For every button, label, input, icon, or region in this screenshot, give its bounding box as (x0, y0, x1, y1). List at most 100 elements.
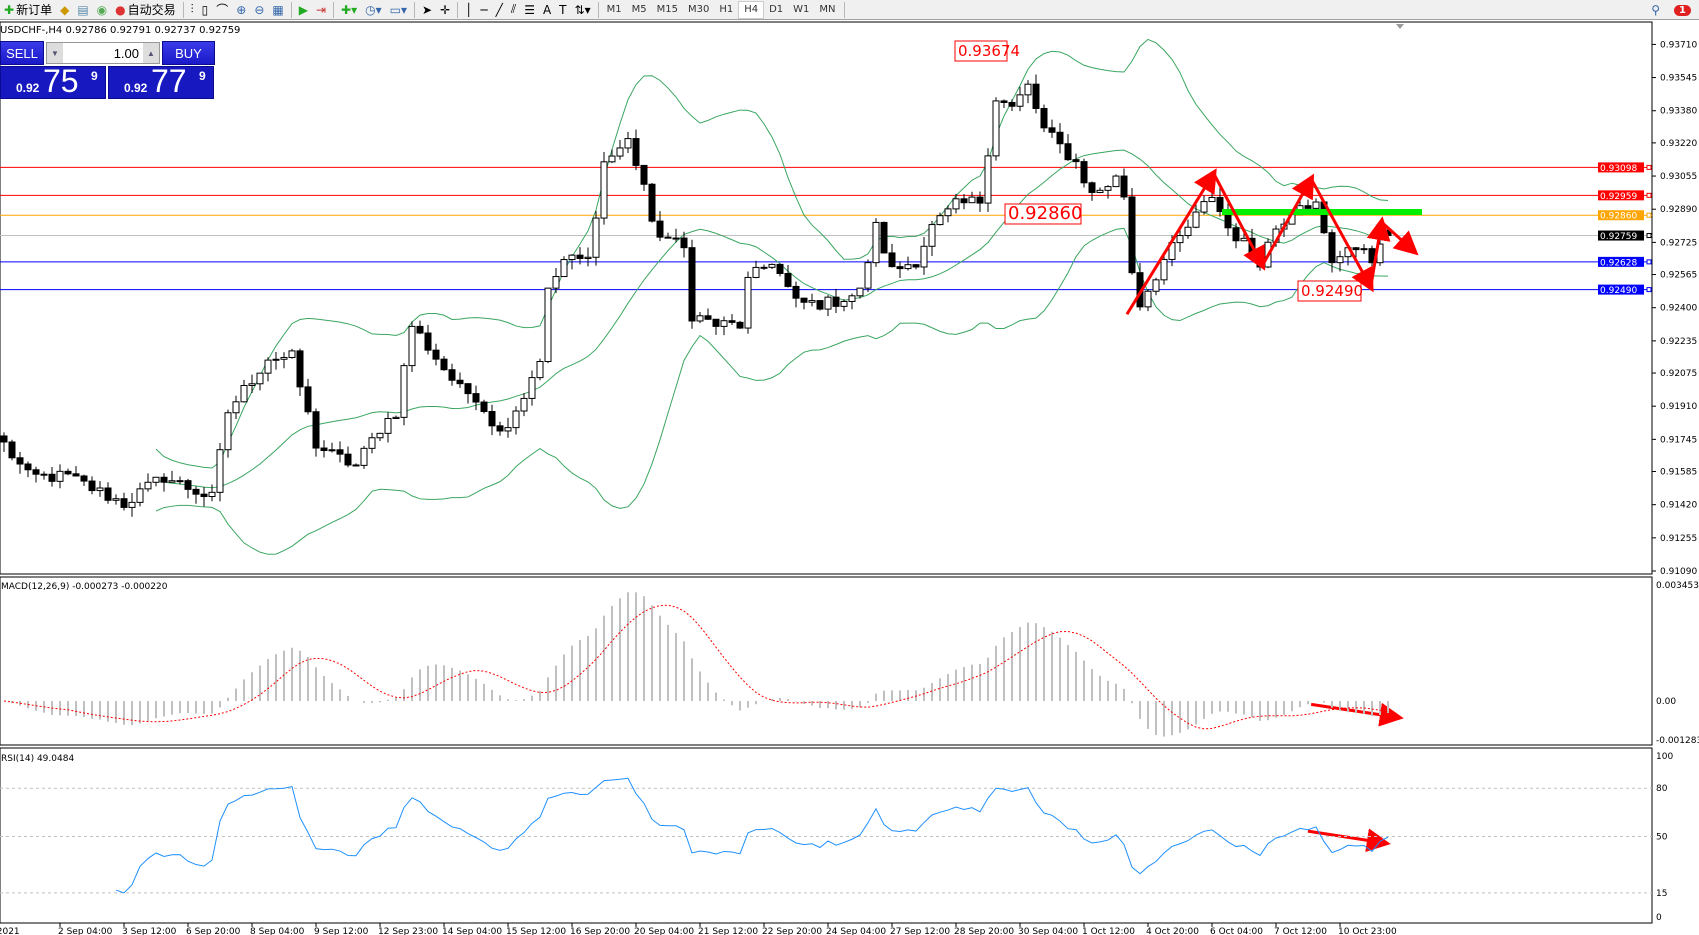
timeframe-m1[interactable]: M1 (606, 4, 622, 15)
zoom-in-button[interactable]: ⊕ (232, 1, 250, 19)
candle-body (1232, 227, 1240, 242)
line-chart-button[interactable]: ⌒ (212, 1, 232, 19)
candle-body (480, 401, 488, 412)
candle (1336, 250, 1344, 272)
history-button[interactable]: ◆ (56, 1, 73, 19)
candle-body (648, 183, 656, 222)
timeframe-h1[interactable]: H1 (719, 4, 734, 15)
candle (848, 293, 856, 310)
candle-body (1360, 248, 1368, 251)
sell-button[interactable]: SELL (0, 41, 44, 65)
text-button[interactable]: A (539, 1, 555, 19)
candle-body (608, 155, 616, 163)
auto-trading-button[interactable]: ● 自动交易 (115, 2, 176, 18)
search-icon[interactable]: ⚲ (1651, 3, 1661, 17)
candle (96, 480, 104, 497)
timeframe-d1[interactable]: D1 (769, 4, 784, 15)
candle-chart-button[interactable]: ▯ (198, 1, 213, 19)
lot-size-value[interactable]: 1.00 (113, 45, 139, 61)
timeframe-m30[interactable]: M30 (687, 4, 710, 15)
candle-body (968, 196, 976, 204)
candle-body (280, 356, 288, 360)
candle-body (192, 488, 200, 495)
candle-body (872, 221, 880, 264)
candle (328, 442, 336, 453)
tile-windows-button[interactable]: ▦ (268, 1, 287, 19)
candle (768, 263, 776, 270)
chart-shift-button[interactable]: ⇥ (312, 1, 330, 19)
candle (344, 446, 352, 468)
crosshair-button[interactable]: ✛ (436, 1, 454, 19)
ask-quote[interactable]: 0.92 77 9 (108, 63, 214, 99)
timeframe-h4[interactable]: H4 (738, 0, 765, 19)
candle-body (1064, 143, 1072, 161)
timeframe-m15[interactable]: M15 (656, 4, 678, 15)
separator (182, 1, 184, 18)
vertical-line-icon: │ (465, 2, 473, 17)
candle-body (400, 365, 408, 418)
candle (160, 473, 168, 492)
auto-scroll-button[interactable]: ▶ (295, 1, 312, 19)
candle (456, 372, 464, 388)
candle (824, 295, 832, 317)
cursor-button[interactable]: ➤ (418, 1, 436, 19)
candle (496, 421, 504, 436)
candle (1056, 123, 1064, 154)
channel-button[interactable]: ⫽ (507, 1, 520, 19)
notifications-badge[interactable]: 1 (1674, 4, 1691, 16)
price-line-tag-label: 0.92860 (1600, 212, 1637, 222)
candle-body (504, 427, 512, 432)
candle-body (720, 320, 728, 327)
buy-button[interactable]: BUY (162, 41, 215, 65)
horizontal-line-button[interactable]: ─ (476, 1, 491, 19)
price-line-tag-label: 0.93098 (1600, 164, 1637, 174)
terminal-button[interactable]: ▤ (73, 1, 92, 19)
timeframe-w1[interactable]: W1 (793, 4, 810, 15)
vertical-line-button[interactable]: │ (461, 1, 476, 19)
price-axis-label: 0.91090 (1660, 567, 1697, 577)
text-label-button[interactable]: T (555, 1, 570, 19)
candle-body (200, 493, 208, 498)
signals-button[interactable]: ◉ (93, 1, 111, 19)
candle-body (24, 463, 32, 471)
periods-button[interactable]: ◷▾ (361, 1, 386, 19)
increase-lot-icon[interactable]: ▲ (143, 43, 159, 63)
candle-body (152, 476, 160, 483)
candle (632, 129, 640, 171)
candle (1352, 247, 1360, 258)
candle-body (816, 300, 824, 310)
zoom-out-button[interactable]: ⊖ (250, 1, 268, 19)
candle-body (864, 262, 872, 289)
candle (968, 191, 976, 204)
timeframe-m5[interactable]: M5 (631, 4, 647, 15)
candle (992, 97, 1000, 161)
decrease-lot-icon[interactable]: ▼ (47, 43, 63, 63)
candle (680, 231, 688, 258)
templates-button[interactable]: ▭▾ (386, 1, 411, 19)
candle (832, 288, 840, 313)
candle (856, 287, 864, 299)
indicators-button[interactable]: ✚▾ (337, 1, 361, 19)
candle (608, 149, 616, 164)
candle-body (88, 480, 96, 492)
candle-body (552, 276, 560, 289)
candle (248, 374, 256, 393)
fibonacci-button[interactable]: ☰ (520, 1, 539, 19)
time-axis-label: 7 Oct 12:00 (1274, 927, 1327, 935)
timeframe-mn[interactable]: MN (819, 4, 836, 15)
zoom-in-icon: ⊕ (236, 2, 247, 17)
time-axis-label: 12 Sep 23:00 (378, 927, 438, 935)
chart-shift-icon: ⇥ (315, 2, 327, 17)
arrows-button[interactable]: ⇅▾ (571, 1, 595, 19)
candle (560, 256, 568, 278)
candle-body (368, 437, 376, 449)
bid-quote[interactable]: 0.92 75 9 (0, 63, 106, 99)
trendline-button[interactable]: ╱ (492, 1, 507, 19)
candle-body (1240, 237, 1248, 242)
lot-size-input[interactable]: ▼ 1.00 ▲ (46, 42, 160, 64)
new-order-button[interactable]: ✚ 新订单 (4, 2, 53, 18)
candle (376, 432, 384, 442)
candle (168, 470, 176, 483)
bar-chart-button[interactable]: ⫶ (187, 1, 198, 19)
